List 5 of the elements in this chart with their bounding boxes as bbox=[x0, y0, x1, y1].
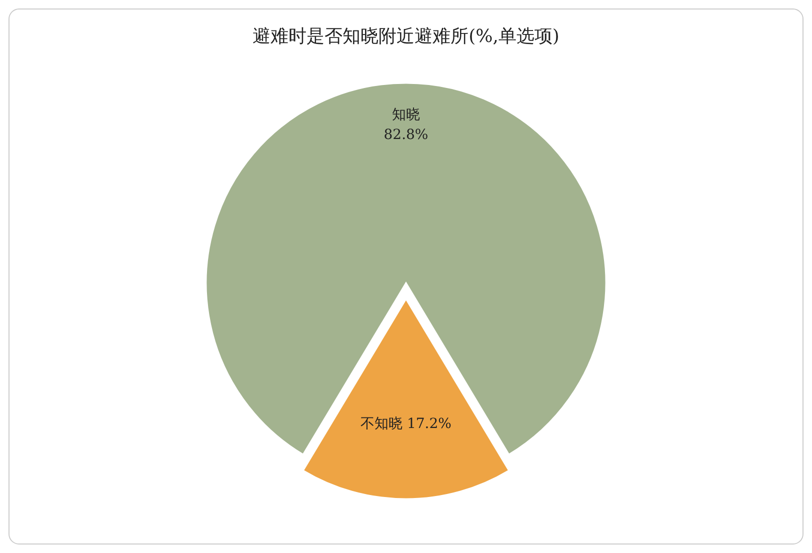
chart-title: 避难时是否知晓附近避难所(%,单选项) bbox=[252, 26, 560, 47]
slice-label: 知晓 bbox=[392, 107, 420, 123]
data-label: 82.8% bbox=[384, 127, 428, 143]
slice-label: 不知晓 bbox=[360, 416, 403, 432]
data-label: 17.2% bbox=[406, 416, 452, 432]
